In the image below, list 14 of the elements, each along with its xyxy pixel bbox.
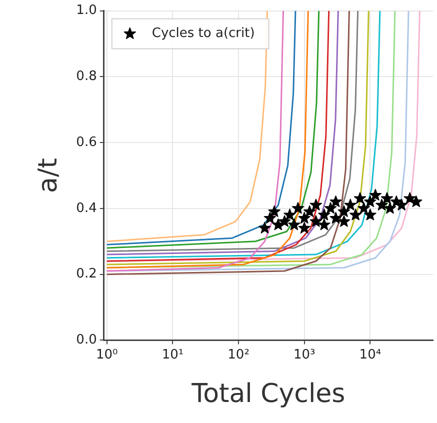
- y-tick-label: 0.2: [76, 266, 97, 282]
- y-tick-label: 0.8: [76, 69, 97, 84]
- x-tick-label: 10³: [293, 347, 316, 362]
- y-axis-title: a/t: [33, 158, 64, 193]
- x-axis-title: Total Cycles: [190, 379, 346, 410]
- y-tick-label: 0.0: [76, 332, 97, 348]
- legend-label: Cycles to a(crit): [152, 26, 255, 42]
- y-tick-label: 0.6: [76, 134, 97, 150]
- x-tick-label: 10⁴: [359, 347, 382, 362]
- y-tick-label: 1.0: [76, 3, 97, 18]
- x-tick-label: 10⁰: [96, 347, 118, 362]
- x-tick-label: 10¹: [162, 347, 184, 362]
- y-tick-label: 0.4: [76, 200, 97, 216]
- x-tick-label: 10²: [228, 347, 250, 362]
